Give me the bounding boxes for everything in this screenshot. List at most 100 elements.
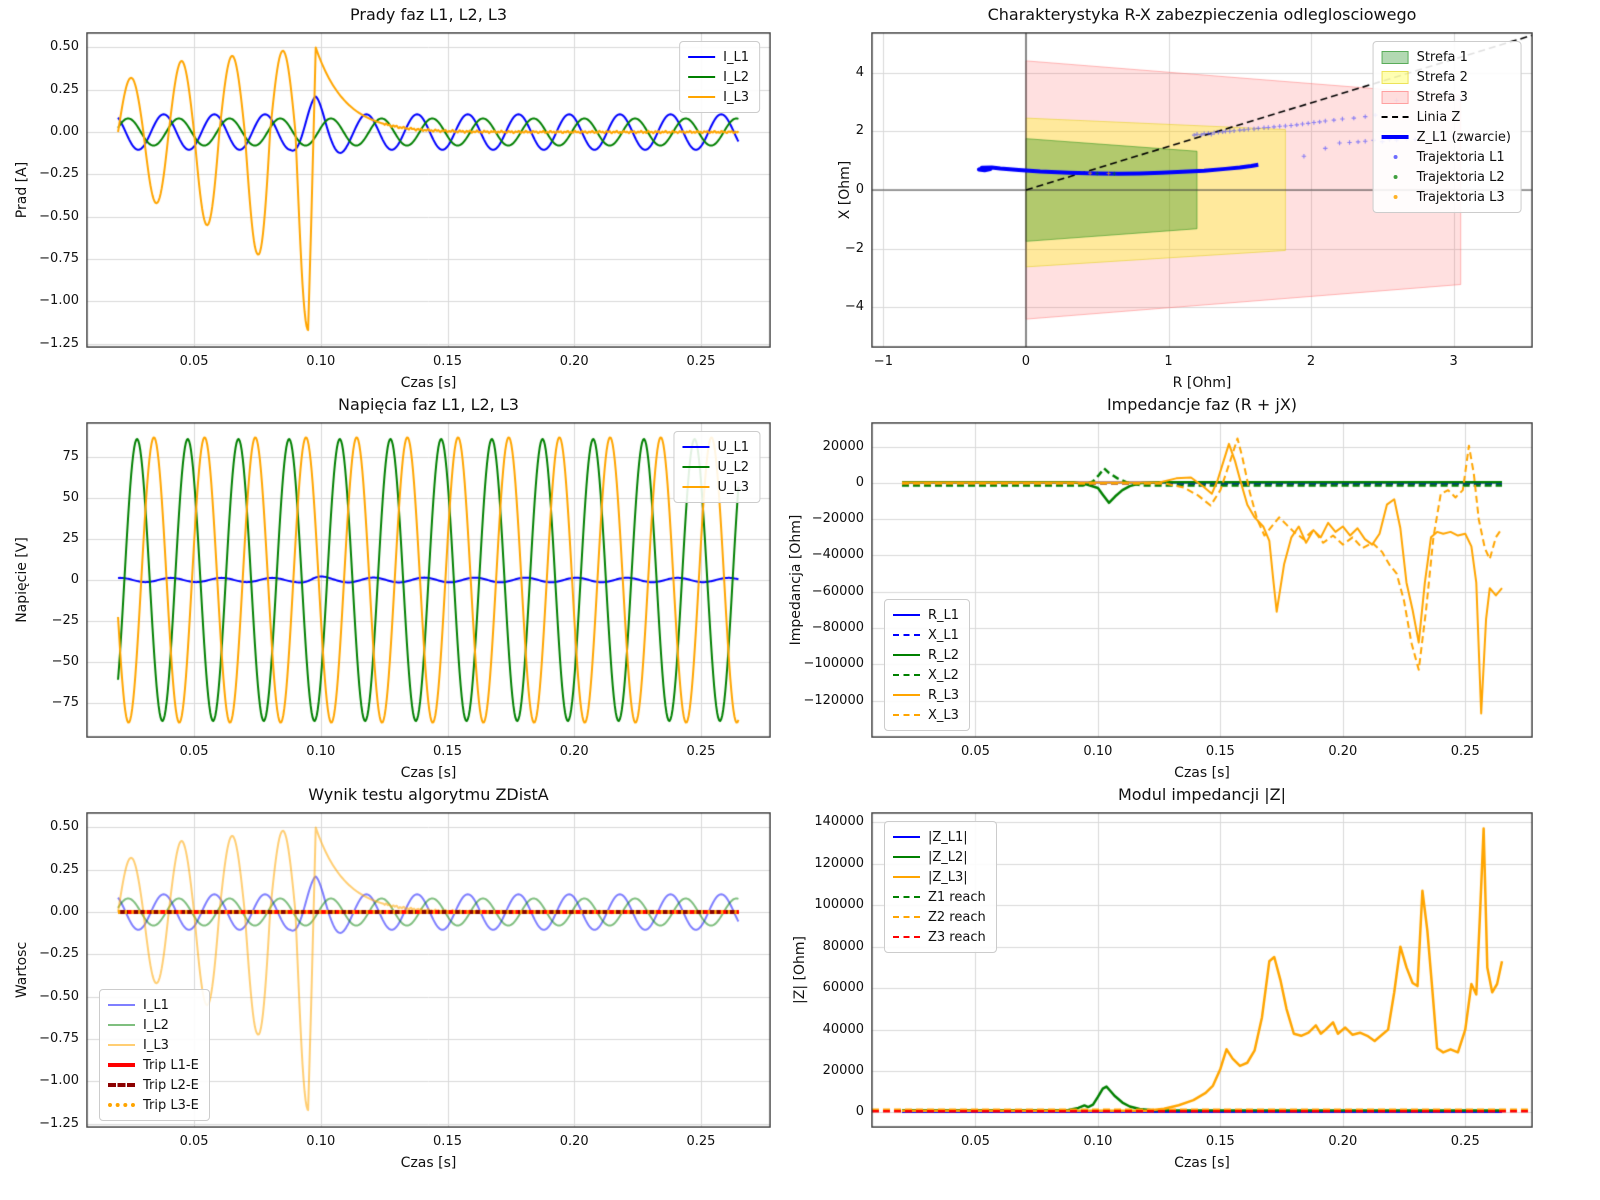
y-tick-label: −0.75	[39, 1030, 79, 1046]
x-tick-label: 2	[1306, 354, 1316, 369]
x-tick-label: 0.10	[306, 1134, 336, 1149]
legend-item: Trajektoria L3	[1382, 187, 1511, 207]
legend-swatch-line-icon	[688, 96, 716, 98]
legend-label: |Z_L1|	[928, 829, 968, 845]
legend-item: U_L3	[682, 477, 749, 497]
legend-swatch-line-icon	[893, 634, 920, 636]
x-tick-label: 0.10	[1083, 1134, 1113, 1149]
y-tick-label: −0.50	[39, 208, 79, 224]
x-tick-label: 0.25	[686, 354, 716, 369]
legend-swatch-marker-icon	[1382, 155, 1409, 159]
legend-swatch-marker-icon	[1382, 195, 1409, 199]
x-tick-label: 0.20	[1328, 744, 1358, 759]
x-tick-label: 0.25	[1450, 744, 1480, 759]
legend-label: Z_L1 (zwarcie)	[1416, 129, 1511, 145]
legend-item: Z1 reach	[893, 887, 986, 907]
legend-item: Trajektoria L2	[1382, 167, 1511, 187]
y-tick-label: 50	[62, 489, 79, 505]
legend-label: I_L2	[723, 69, 749, 85]
y-tick-label: −1.00	[39, 1073, 79, 1089]
y-tick-label: 120000	[814, 855, 864, 871]
y-tick-label: −75	[51, 695, 79, 711]
y-tick-label: 25	[62, 530, 79, 546]
x-tick-label: 0.15	[433, 1134, 462, 1149]
y-tick-label: 0	[70, 572, 79, 587]
legend: I_L1 I_L2 I_L3 Trip L1-E Trip L2-E Trip L3-E	[99, 989, 210, 1121]
x-tick-label: 0.15	[433, 354, 462, 369]
legend-item: R_L1	[893, 605, 959, 625]
legend-item: Trajektoria L1	[1382, 147, 1511, 167]
legend-item: Strefa 2	[1381, 67, 1511, 87]
y-tick-label: 0	[855, 182, 864, 197]
legend: |Z_L1| |Z_L2| |Z_L3| Z1 reach Z2 reach Z3 rea…	[884, 821, 997, 953]
y-tick-label: −50	[51, 654, 79, 670]
plot-area-voltages	[86, 422, 771, 738]
legend-label: I_L1	[723, 49, 749, 65]
legend-swatch-line-icon	[893, 694, 920, 696]
legend-item: Trip L1-E	[108, 1055, 199, 1075]
legend-label: Strefa 3	[1416, 89, 1468, 105]
y-tick-label: −1.25	[39, 1115, 79, 1131]
legend-label: R_L2	[928, 647, 960, 663]
x-tick-label: 0.15	[433, 744, 462, 759]
y-tick-label: −0.50	[39, 988, 79, 1004]
legend-swatch-line-icon	[893, 836, 920, 838]
x-axis-label-currents: Czas [s]	[400, 375, 457, 391]
y-tick-label: −0.25	[39, 946, 79, 962]
y-tick-label: 20000	[822, 1063, 864, 1079]
x-tick-label: 0.05	[179, 354, 209, 369]
legend-swatch-line-icon	[893, 614, 920, 616]
legend-item: Z3 reach	[893, 927, 986, 947]
legend-item: I_L3	[688, 87, 749, 107]
y-tick-label: −20000	[811, 511, 864, 527]
legend-swatch-line-icon	[108, 1044, 135, 1046]
x-tick-label: 3	[1449, 354, 1458, 369]
legend-label: I_L1	[143, 997, 169, 1013]
legend-swatch-line-icon	[893, 856, 920, 858]
legend-swatch-line-icon	[1381, 116, 1409, 118]
x-tick-label: 0.15	[1205, 744, 1235, 759]
legend-item: |Z_L2|	[893, 847, 986, 867]
legend-swatch-line-icon	[108, 1083, 135, 1087]
legend-swatch-line-icon	[1381, 135, 1409, 139]
legend-swatch-line-icon	[893, 916, 920, 918]
x-axis-label-impedances: Czas [s]	[1174, 765, 1230, 781]
legend-swatch-line-icon	[682, 446, 710, 448]
legend-label: Z1 reach	[928, 889, 986, 905]
legend-label: |Z_L3|	[928, 869, 968, 885]
chart-title-rx: Charakterystyka R-X zabezpieczenia odleg…	[987, 5, 1417, 24]
x-tick-label: 0.10	[1083, 744, 1113, 759]
y-tick-label: 0.50	[50, 819, 79, 835]
x-tick-label: 0.25	[686, 744, 716, 759]
legend-label: Trajektoria L2	[1416, 169, 1505, 185]
x-tick-label: 0.15	[1205, 1134, 1235, 1149]
legend-item: I_L2	[688, 67, 749, 87]
legend-item: X_L2	[893, 665, 959, 685]
legend: R_L1 X_L1 R_L2 X_L2 R_L3 X_L3	[884, 599, 971, 731]
y-tick-label: 60000	[822, 980, 864, 996]
x-axis-label-zdista: Czas [s]	[400, 1155, 457, 1171]
legend-label: Trip L3-E	[143, 1097, 199, 1113]
x-tick-label: 0.20	[1328, 1134, 1358, 1149]
x-tick-label: 0.05	[179, 1134, 209, 1149]
legend-label: U_L3	[717, 479, 749, 495]
y-tick-label: −0.25	[39, 166, 79, 182]
y-tick-label: −4	[844, 299, 864, 315]
x-tick-label: 0.10	[306, 354, 336, 369]
legend-item: Linia Z	[1381, 107, 1511, 127]
x-axis-label-voltages: Czas [s]	[400, 765, 457, 781]
legend-item: I_L1	[688, 47, 749, 67]
y-tick-label: −1.00	[39, 293, 79, 309]
plot-area-currents	[86, 32, 771, 348]
y-tick-label: −120000	[803, 692, 864, 708]
legend-swatch-line-icon	[893, 936, 920, 938]
legend-item: R_L3	[893, 685, 959, 705]
plot-area-impedances	[871, 422, 1533, 738]
chart-title-zmod: Modul impedancji |Z|	[1117, 785, 1287, 804]
x-tick-label: −1	[873, 354, 893, 369]
legend-swatch-line-icon	[893, 654, 920, 656]
y-tick-label: 0.50	[50, 39, 79, 55]
x-tick-label: 0.05	[179, 744, 209, 759]
legend-item: |Z_L3|	[893, 867, 986, 887]
legend-label: Trip L2-E	[143, 1077, 199, 1093]
